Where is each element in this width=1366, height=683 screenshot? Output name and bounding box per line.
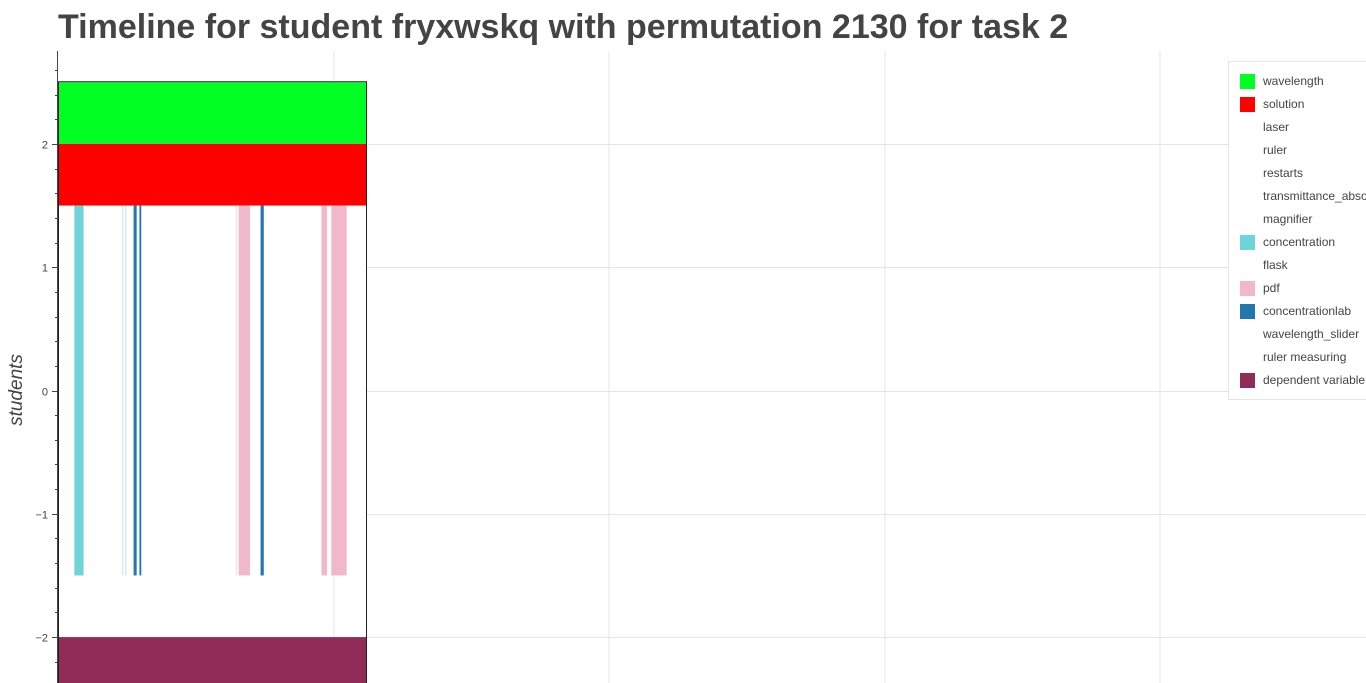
legend-swatch	[1240, 188, 1255, 204]
legend-item: pdf	[1240, 278, 1280, 298]
lane-bar-dependent-variable	[59, 637, 366, 683]
legend-label: wavelength_slider	[1263, 327, 1360, 341]
legend-item: ruler measuring	[1240, 347, 1346, 367]
y-tick-label: −2	[35, 633, 48, 645]
event-bar-concentrationlab	[125, 205, 127, 576]
events-band	[59, 205, 366, 576]
y-tick-label: 1	[42, 263, 48, 275]
legend-swatch	[1240, 257, 1255, 273]
legend-label: ruler	[1263, 143, 1288, 157]
event-bar-concentrationlab	[260, 205, 264, 576]
y-tick-label: 0	[42, 387, 48, 399]
lane-bar-wavelength	[59, 82, 366, 144]
legend-item: wavelength	[1240, 71, 1324, 91]
event-bar-concentrationlab	[133, 205, 137, 576]
y-axis: 2 1 0 −1 −2	[35, 51, 58, 683]
legend-item: dependent variable	[1240, 370, 1365, 390]
legend-item: concentration	[1240, 232, 1335, 252]
legend-label: concentrationlab	[1263, 304, 1352, 318]
event-bar-pdf	[238, 205, 250, 576]
event-bar-pdf	[235, 205, 238, 576]
event-bar-pdf	[331, 205, 347, 576]
legend-swatch	[1240, 73, 1255, 89]
y-tick-label: −1	[35, 510, 48, 522]
timeline-bars	[58, 81, 367, 683]
legend-item: laser	[1240, 117, 1289, 137]
legend-swatch	[1240, 372, 1255, 388]
event-bar-concentrationlab	[139, 205, 142, 576]
legend-item: transmittance_absorbance	[1240, 186, 1366, 206]
legend-swatch	[1240, 280, 1255, 296]
legend-swatch	[1240, 234, 1255, 250]
legend-label: flask	[1263, 258, 1288, 272]
legend-item: concentrationlab	[1240, 301, 1351, 321]
legend-item: wavelength_slider	[1240, 324, 1359, 344]
legend-swatch	[1240, 349, 1255, 365]
legend-label: magnifier	[1263, 212, 1313, 226]
legend-item: magnifier	[1240, 209, 1312, 229]
legend-swatch	[1240, 142, 1255, 158]
event-bar-concentrationlab	[121, 205, 124, 576]
legend-swatch	[1240, 326, 1255, 342]
lane-bar-solution	[59, 143, 366, 206]
chart-title: Timeline for student fryxwskq with permu…	[58, 8, 1069, 46]
legend-swatch	[1240, 119, 1255, 135]
legend: wavelength solution laser ruler restarts tran…	[1228, 61, 1366, 400]
legend-swatch	[1240, 211, 1255, 227]
legend-swatch	[1240, 303, 1255, 319]
legend-label: wavelength	[1263, 74, 1324, 88]
event-bar-concentration	[74, 205, 84, 576]
legend-item: flask	[1240, 255, 1288, 275]
legend-item: ruler	[1240, 140, 1287, 160]
legend-item: restarts	[1240, 163, 1303, 183]
legend-label: pdf	[1263, 281, 1280, 295]
legend-label: ruler measuring	[1263, 350, 1347, 364]
legend-label: solution	[1263, 97, 1305, 111]
legend-label: laser	[1263, 120, 1290, 134]
bar-outline	[58, 81, 367, 683]
legend-swatch	[1240, 96, 1255, 112]
legend-label: transmittance_absorbance	[1263, 189, 1366, 203]
legend-item: solution	[1240, 94, 1304, 114]
legend-label: restarts	[1263, 166, 1304, 180]
legend-swatch	[1240, 165, 1255, 181]
legend-label: dependent variable	[1263, 373, 1366, 387]
y-tick-label: 2	[42, 140, 48, 152]
legend-label: concentration	[1263, 235, 1336, 249]
event-bar-pdf	[321, 205, 328, 576]
